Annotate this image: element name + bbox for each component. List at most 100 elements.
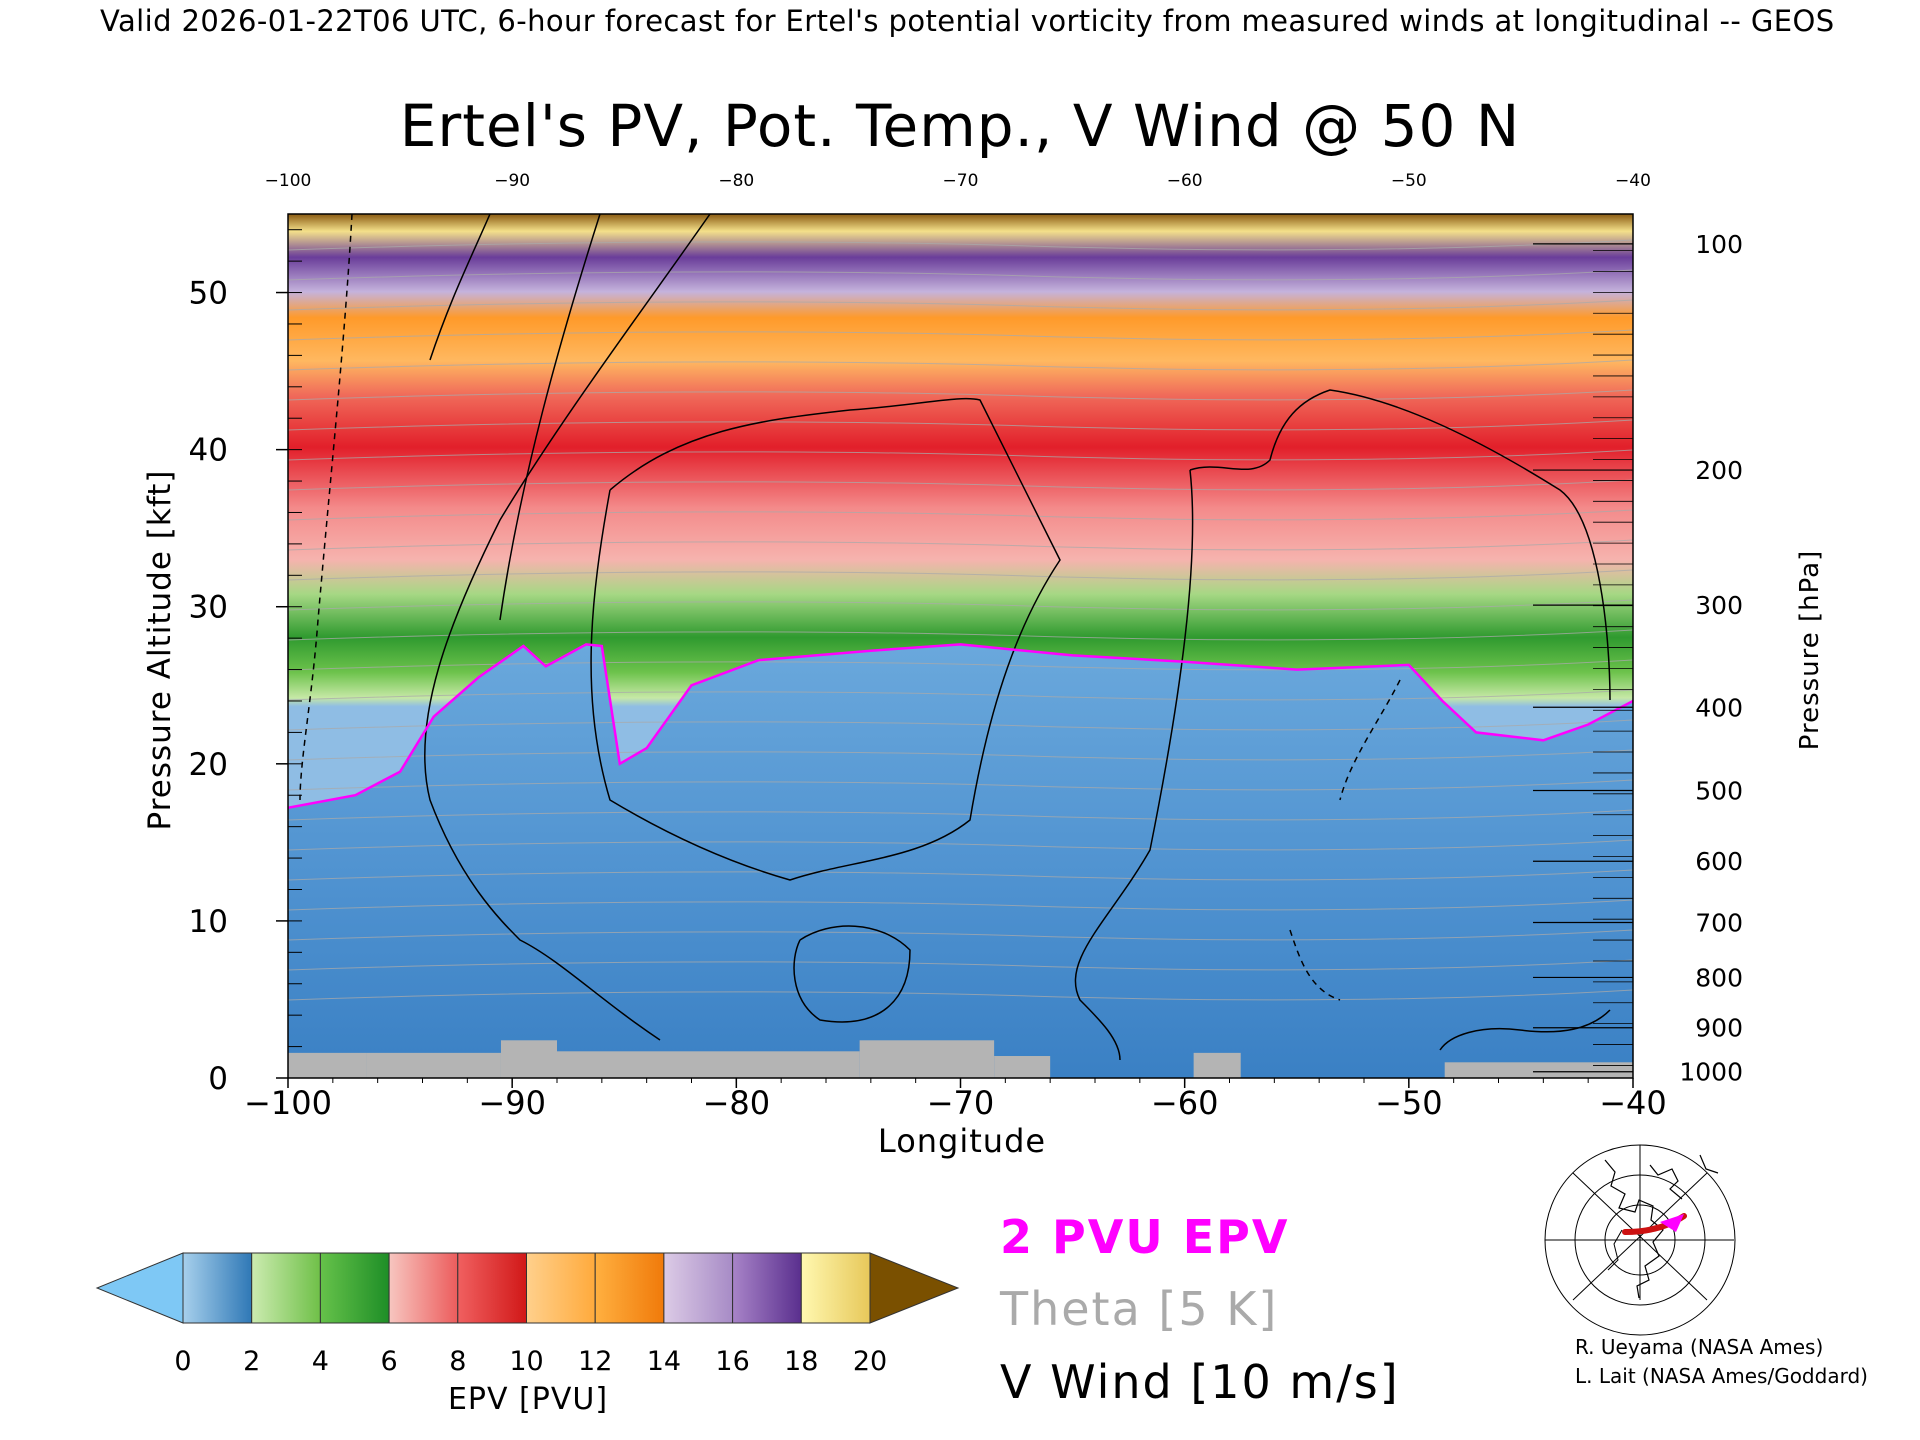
theta-contour-line <box>288 449 1633 461</box>
colorbar-over-arrow <box>869 1252 960 1324</box>
colorbar-tick-label: 2 <box>243 1346 260 1377</box>
theta-contour-line <box>288 839 1633 851</box>
theta-contour-line <box>288 779 1633 791</box>
y-tick-label: 30 <box>189 590 228 626</box>
colorbar-tick-label: 0 <box>174 1346 191 1377</box>
x-top-tick-label: −80 <box>718 171 754 191</box>
x-tick-label: −70 <box>927 1084 995 1122</box>
theta-contour-line <box>288 629 1633 641</box>
colorbar-tick-label: 16 <box>715 1346 749 1377</box>
colorbar-tick-label: 14 <box>647 1346 681 1377</box>
theta-contour-line <box>288 959 1633 971</box>
colorbar-under-arrow <box>95 1252 184 1324</box>
theta-contour-line <box>288 479 1633 491</box>
terrain-block <box>366 1052 501 1078</box>
theta-contour-line <box>288 719 1633 731</box>
colorbar-segment <box>251 1252 321 1324</box>
x-tick-label: −80 <box>703 1084 771 1122</box>
credit-line-1: R. Ueyama (NASA Ames) <box>1575 1335 1824 1359</box>
pressure-axis: 100 200 300 400 500 600 700 800 900 1000 <box>1533 230 1743 1087</box>
vwind-contour-line <box>1189 389 1611 701</box>
theta-contour-line <box>288 269 1633 281</box>
pressure-tick-label: 800 <box>1695 963 1743 992</box>
x-top-tick-label: −70 <box>943 171 979 191</box>
pressure-tick-label: 400 <box>1695 693 1743 722</box>
colorbar-tick-label: 4 <box>312 1346 329 1377</box>
vwind-contours <box>299 214 1611 1061</box>
ground-mask <box>288 1040 1633 1078</box>
pressure-tick-label: 900 <box>1695 1014 1743 1043</box>
vwind-contour-line <box>424 214 711 1041</box>
vwind-contour-line <box>499 214 601 621</box>
theta-contour-line <box>288 989 1633 1001</box>
terrain-block <box>1444 1062 1633 1078</box>
theta-contour-line <box>288 899 1633 911</box>
theta-contour-line <box>288 389 1633 401</box>
pressure-tick-label: 500 <box>1695 777 1743 806</box>
colorbar-segment <box>732 1252 802 1324</box>
pressure-tick-label: 1000 <box>1679 1058 1743 1087</box>
colorbar-segment <box>800 1252 871 1324</box>
theta-contour-line <box>288 599 1633 611</box>
y-tick-label: 40 <box>189 433 228 469</box>
pressure-tick-label: 700 <box>1695 908 1743 937</box>
pressure-tick-label: 200 <box>1695 456 1743 485</box>
theta-contour-line <box>288 929 1633 941</box>
colorbar-segment <box>388 1252 459 1324</box>
legend-theta: Theta [5 K] <box>1000 1282 1279 1336</box>
theta-contours <box>288 239 1633 1001</box>
vwind-contour-line <box>590 397 1061 881</box>
terrain-block <box>859 1040 995 1078</box>
y-tick-label: 20 <box>189 747 228 783</box>
forecast-header: Valid 2026-01-22T06 UTC, 6-hour forecast… <box>100 4 1835 38</box>
x-top-tick-label: −60 <box>1167 171 1203 191</box>
x-top-tick-label: −100 <box>265 171 312 191</box>
terrain-block <box>557 1051 860 1078</box>
x-tick-label: −100 <box>244 1084 332 1122</box>
theta-contour-line <box>288 299 1633 311</box>
y-axis: 0 10 20 30 40 50 <box>189 229 302 1097</box>
vwind-negative-contour <box>1339 679 1401 801</box>
terrain-block <box>994 1056 1051 1078</box>
vwind-negative-contour <box>1289 929 1341 1001</box>
vwind-contour-line <box>1074 469 1194 1061</box>
x-tick-label: −60 <box>1151 1084 1219 1122</box>
credit-line-2: L. Lait (NASA Ames/Goddard) <box>1575 1364 1868 1388</box>
colorbar-tick-label: 18 <box>784 1346 818 1377</box>
theta-contour-line <box>288 539 1633 551</box>
pv-2pvu-contour <box>288 643 1633 810</box>
theta-contour-line <box>288 869 1633 881</box>
legend-vwind: V Wind [10 m/s] <box>1000 1355 1400 1409</box>
colorbar-segment <box>319 1252 390 1324</box>
y-tick-label: 10 <box>189 904 228 940</box>
colorbar-tick-label: 12 <box>578 1346 612 1377</box>
colorbar-tick-label: 20 <box>853 1346 887 1377</box>
legend-pv-line: 2 PVU EPV <box>1000 1210 1290 1264</box>
locator-map <box>1536 1144 1736 1336</box>
x-axis-label: Longitude <box>878 1122 1046 1160</box>
colorbar-tick-label: 8 <box>449 1346 466 1377</box>
colorbar-segment <box>594 1252 665 1324</box>
chart-title: Ertel's PV, Pot. Temp., V Wind @ 50 N <box>399 92 1521 160</box>
theta-contour-line <box>288 659 1633 671</box>
colorbar-tick-label: 6 <box>381 1346 398 1377</box>
theta-contour-line <box>288 359 1633 371</box>
theta-contour-line <box>288 509 1633 521</box>
theta-contour-line <box>288 239 1633 251</box>
theta-contour-line <box>288 419 1633 431</box>
vwind-contour-line <box>1439 1009 1611 1051</box>
colorbar-segment <box>457 1252 527 1324</box>
theta-contour-line <box>288 749 1633 761</box>
theta-contour-line <box>288 809 1633 821</box>
terrain-block <box>288 1052 367 1078</box>
x-top-tick-label: −90 <box>494 171 530 191</box>
pressure-tick-label: 300 <box>1695 591 1743 620</box>
colorbar-label: EPV [PVU] <box>448 1382 608 1417</box>
y-tick-label: 0 <box>208 1061 228 1097</box>
theta-contour-line <box>288 689 1633 701</box>
colorbar-segment <box>663 1252 734 1324</box>
pressure-tick-label: 600 <box>1695 847 1743 876</box>
terrain-block <box>1193 1052 1241 1078</box>
vwind-negative-contour <box>299 214 353 801</box>
